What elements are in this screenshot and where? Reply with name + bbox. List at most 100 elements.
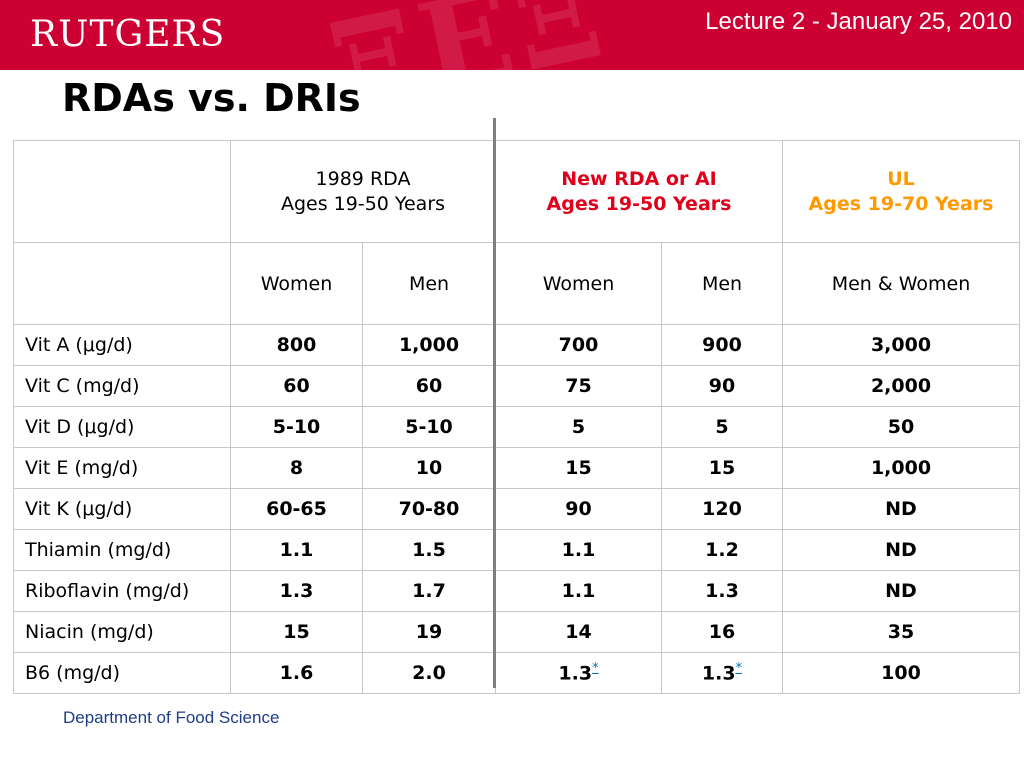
value-text: 1.3 (701, 662, 736, 685)
value-text: 90 (565, 498, 592, 520)
value-cell: 3,000 (782, 324, 1020, 366)
table-row: Vit K (μg/d) 60-65 70-80 90 120 ND (13, 488, 1020, 530)
row-label: Riboflavin (mg/d) (13, 570, 231, 612)
value-text: 1.7 (412, 580, 446, 602)
slide-title: RDAs vs. DRIs (62, 76, 361, 120)
value-text: 1.3 (705, 580, 739, 602)
table-row: Vit D (μg/d) 5-10 5-10 5 5 50 (13, 406, 1020, 448)
value-cell: 5-10 (362, 406, 496, 448)
value-text: 700 (558, 334, 599, 356)
footnote-link[interactable]: * (592, 661, 599, 677)
value-cell: ND (782, 488, 1020, 530)
value-text: 75 (565, 375, 592, 397)
value-text: 5-10 (405, 416, 453, 438)
table-row: Thiamin (mg/d) 1.1 1.5 1.1 1.2 ND (13, 529, 1020, 571)
value-text: 15 (565, 457, 592, 479)
value-cell: 1.3 (230, 570, 363, 612)
sub-header-cell: Men (661, 242, 783, 325)
value-text: ND (885, 539, 917, 561)
value-text: 15 (283, 621, 310, 643)
header-banner: ΞΕΞ RUTGERS Lecture 2 - January 25, 2010 (0, 0, 1024, 70)
value-cell: 1,000 (782, 447, 1020, 489)
value-text: 1.1 (279, 539, 314, 561)
value-cell: 1.3 (661, 570, 783, 612)
value-text: 8 (289, 457, 304, 479)
value-text: 120 (702, 498, 742, 520)
row-label: Vit E (mg/d) (13, 447, 231, 489)
value-text: 19 (415, 621, 443, 643)
table-body: Vit A (μg/d) 800 1,000 700 900 3,000 Vit C (mg… (13, 324, 1020, 694)
table-row: Vit A (μg/d) 800 1,000 700 900 3,000 (13, 324, 1020, 366)
value-text: 90 (708, 375, 736, 397)
value-text: 5 (715, 416, 729, 438)
value-text: 1.2 (705, 539, 739, 561)
value-cell: 14 (495, 611, 662, 653)
footer-department: Department of Food Science (63, 708, 280, 727)
value-text: 14 (565, 621, 592, 643)
value-text: 1.5 (412, 539, 446, 561)
value-text: ND (885, 498, 917, 520)
header-ul: UL Ages 19-70 Years (782, 140, 1020, 243)
value-cell: 19 (362, 611, 496, 653)
value-cell: 15 (661, 447, 783, 489)
group-header-row: 1989 RDA Ages 19-50 Years New RDA or AI … (13, 140, 1020, 243)
value-cell: 100 (782, 652, 1020, 694)
value-cell: 8 (230, 447, 363, 489)
value-text: 1.1 (561, 539, 596, 561)
corner-cell-2 (13, 242, 231, 325)
value-text: 2,000 (870, 375, 932, 397)
value-cell: 1.3* (661, 652, 783, 694)
value-cell: 1.1 (495, 529, 662, 571)
value-cell: 1,000 (362, 324, 496, 366)
value-cell: 5 (495, 406, 662, 448)
value-text: 16 (708, 621, 736, 643)
dri-comparison-table: 1989 RDA Ages 19-50 Years New RDA or AI … (13, 140, 1020, 694)
value-text: 1.6 (279, 662, 314, 684)
table-row: Riboflavin (mg/d) 1.3 1.7 1.1 1.3 ND (13, 570, 1020, 612)
value-cell: 60 (362, 365, 496, 407)
value-cell: 1.6 (230, 652, 363, 694)
value-text: 10 (415, 457, 443, 479)
row-label: Niacin (mg/d) (13, 611, 231, 653)
value-text: 15 (708, 457, 736, 479)
header-new-rda-ages: Ages 19-50 Years (546, 192, 732, 215)
value-text: 70-80 (398, 498, 460, 520)
table-row: Vit C (mg/d) 60 60 75 90 2,000 (13, 365, 1020, 407)
value-text: 60 (415, 375, 443, 397)
value-cell: 50 (782, 406, 1020, 448)
value-text: 60 (283, 375, 310, 397)
sub-header-cell: Women (230, 242, 363, 325)
value-cell: 800 (230, 324, 363, 366)
row-label: Vit C (mg/d) (13, 365, 231, 407)
sub-header-row: Women Men Women Men Men & Women (13, 242, 1020, 325)
table-row: Vit E (mg/d) 8 10 15 15 1,000 (13, 447, 1020, 489)
value-cell: 5-10 (230, 406, 363, 448)
value-cell: 5 (661, 406, 783, 448)
header-ul-ages: Ages 19-70 Years (808, 192, 994, 215)
banner-watermark: ΞΕΞ (318, 0, 620, 70)
value-text: 2.0 (412, 662, 446, 684)
value-cell: 16 (661, 611, 783, 653)
lecture-label: Lecture 2 - January 25, 2010 (705, 8, 1012, 35)
value-text: 1,000 (870, 457, 932, 479)
table-row: Niacin (mg/d) 15 19 14 16 35 (13, 611, 1020, 653)
row-label: B6 (mg/d) (13, 652, 231, 694)
value-text: ND (885, 580, 917, 602)
value-text: 1.3 (558, 662, 593, 685)
value-cell: 2,000 (782, 365, 1020, 407)
value-text: 900 (702, 334, 742, 356)
value-text: 3,000 (870, 334, 932, 356)
value-text: 5-10 (272, 416, 321, 438)
value-cell: 60-65 (230, 488, 363, 530)
value-cell: 70-80 (362, 488, 496, 530)
sub-header-cell: Men (362, 242, 496, 325)
value-cell: 1.7 (362, 570, 496, 612)
value-cell: 1.1 (495, 570, 662, 612)
value-cell: 2.0 (362, 652, 496, 694)
header-1989-rda-ages: Ages 19-50 Years (280, 192, 446, 215)
value-cell: 120 (661, 488, 783, 530)
header-ul-title: UL (887, 167, 915, 190)
value-text: 1,000 (398, 334, 460, 356)
footnote-link[interactable]: * (735, 661, 743, 677)
value-cell: 60 (230, 365, 363, 407)
